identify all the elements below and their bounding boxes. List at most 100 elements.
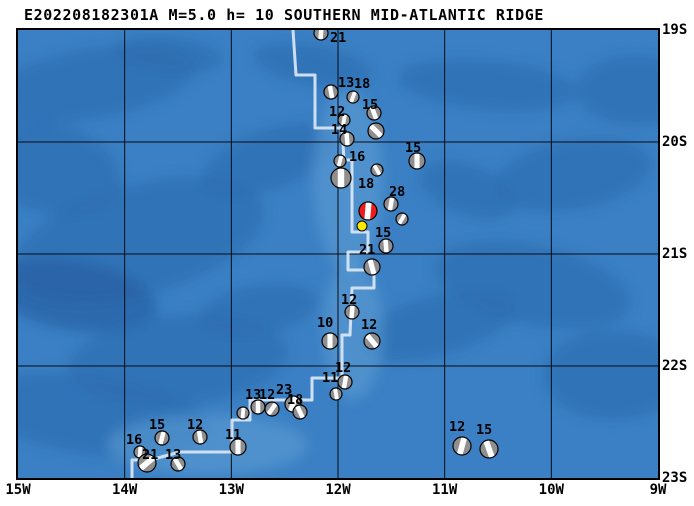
beachball-tension-band: [367, 257, 377, 277]
depth-label: 18: [354, 76, 370, 92]
focal-mechanism: 12: [259, 387, 280, 417]
beachball-tension-band: [367, 122, 385, 140]
beachball-tension-band: [371, 162, 383, 178]
focal-mechanism: 18: [346, 76, 370, 105]
focal-mechanism: 14: [331, 122, 355, 147]
depth-label: 15: [149, 417, 165, 433]
beachball-outline: [346, 90, 360, 104]
bathymetry-patch: [18, 122, 122, 218]
depth-label: 12: [259, 387, 275, 403]
beachball-tension-band: [287, 394, 299, 414]
bathymetry-patch: [398, 58, 578, 112]
depth-label: 15: [476, 422, 492, 438]
y-axis-label: 23S: [662, 470, 688, 486]
depth-label: 12: [341, 292, 357, 308]
beachball-tension-band: [255, 400, 261, 414]
beachball-tension-band: [341, 373, 349, 391]
epicenter-marker: [356, 220, 368, 232]
beachball-outline: [170, 456, 186, 472]
x-axis-label: 15W: [5, 482, 31, 498]
beachball-tension-band: [336, 153, 344, 169]
depth-label: 13: [165, 447, 181, 463]
bathymetry-patch: [108, 415, 308, 475]
beachball-outline: [313, 30, 329, 41]
x-axis-label: 11W: [432, 482, 458, 498]
focal-mechanism: 18: [287, 392, 308, 421]
focal-mechanism: 11: [225, 427, 247, 456]
depth-label: 12: [187, 417, 203, 433]
focal-mechanism: 21: [137, 447, 158, 473]
depth-label: 12: [449, 419, 465, 435]
beachball-outline: [366, 105, 382, 121]
y-axis-label: 19S: [662, 22, 688, 38]
beachball-tension-band: [414, 153, 420, 169]
beachball-outline: [363, 258, 381, 276]
beachball-outline: [358, 201, 378, 221]
depth-label: 21: [142, 447, 158, 463]
depth-label: 13: [338, 75, 354, 91]
beachball-tension-band: [396, 211, 408, 227]
depth-label: 12: [329, 104, 345, 120]
depth-label: 15: [362, 97, 378, 113]
depth-label: 15: [405, 140, 421, 156]
beachball-outline: [452, 436, 472, 456]
focal-mechanism: [236, 406, 250, 420]
depth-label: 11: [225, 427, 241, 443]
beachball-outline: [383, 196, 399, 212]
focal-mechanism: 15: [476, 422, 499, 460]
beachball-outline: [321, 332, 339, 350]
depth-label: 28: [389, 184, 405, 200]
beachball-outline: [229, 438, 247, 456]
beachball-tension-band: [240, 406, 246, 420]
beachball-tension-band: [327, 333, 333, 349]
depth-label: 13: [245, 387, 261, 403]
beachball-outline: [236, 406, 250, 420]
beachball-tension-band: [387, 195, 395, 213]
beachball-outline: [367, 122, 385, 140]
beachball-tension-band: [369, 104, 379, 122]
focal-mechanism: 12: [361, 317, 381, 350]
beachball-tension-band: [137, 454, 157, 472]
depth-label: 23: [276, 382, 292, 398]
beachball-outline: [264, 401, 280, 417]
focal-mechanism: 16: [333, 149, 365, 169]
bathymetry-patch: [18, 257, 157, 333]
depth-label: 10: [317, 315, 333, 331]
beachball-tension-band: [456, 435, 468, 457]
beachball-outline: [330, 167, 352, 189]
beachball-outline: [192, 429, 208, 445]
beachball-tension-band: [318, 30, 324, 41]
beachball-outline: [323, 84, 339, 100]
y-axis-label: 22S: [662, 358, 688, 374]
focal-mechanism: 12: [449, 419, 472, 457]
beachball-tension-band: [364, 201, 372, 221]
beachball-tension-band: [340, 113, 348, 127]
depth-label: 21: [330, 30, 346, 46]
beachball-tension-band: [157, 429, 167, 447]
depth-label: 18: [287, 392, 303, 408]
beachball-outline: [363, 332, 381, 350]
focal-mechanism: 10: [317, 315, 339, 350]
bathymetry-patch: [576, 55, 658, 125]
page-title: E202208182301A M=5.0 h= 10 SOUTHERN MID-…: [24, 6, 545, 24]
beachball-tension-band: [349, 304, 355, 320]
bathymetry-patch: [113, 36, 223, 74]
x-axis-label: 12W: [325, 482, 351, 498]
focal-mechanism: [367, 122, 385, 140]
bathymetry-patch: [360, 289, 516, 361]
focal-mechanism: 12: [335, 360, 353, 391]
focal-mechanism: 15: [375, 225, 394, 254]
beachball-outline: [395, 212, 409, 226]
x-axis-labels: 15W 14W 13W 12W 11W 10W 9W: [0, 482, 694, 502]
depth-label: 21: [359, 242, 375, 258]
y-axis-label: 21S: [662, 246, 688, 262]
beachball-tension-band: [265, 401, 279, 417]
focal-mechanism: 28: [383, 184, 405, 213]
bathymetry-patch: [198, 283, 318, 337]
bathymetry-patch: [253, 42, 373, 88]
beachball-tension-band: [172, 455, 184, 473]
focal-mechanism: 21: [313, 30, 346, 46]
beachball-tension-band: [383, 238, 389, 254]
bathymetry-layer: [18, 36, 658, 475]
